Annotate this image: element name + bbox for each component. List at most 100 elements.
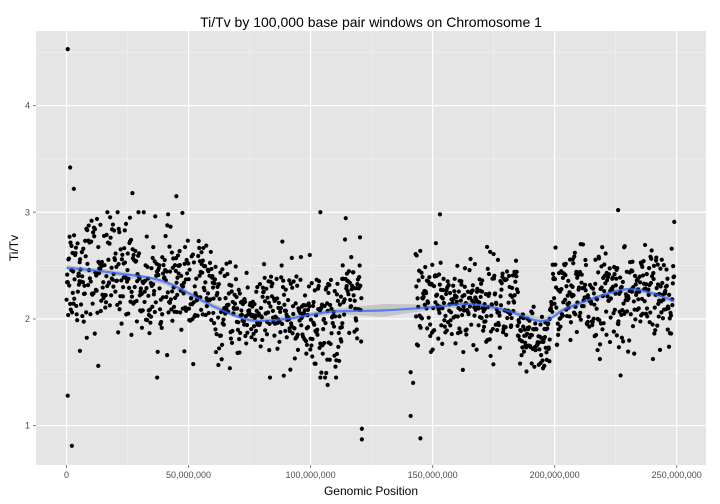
data-point (88, 279, 93, 284)
data-point (336, 330, 341, 336)
y-tick-label: 3 (25, 207, 30, 217)
data-point (656, 301, 661, 307)
data-point-outlier (359, 426, 364, 431)
data-point (184, 271, 190, 276)
data-point (266, 310, 271, 315)
data-point (156, 272, 161, 278)
data-point (121, 285, 126, 290)
data-point (466, 312, 471, 317)
data-point (65, 272, 70, 277)
data-point (211, 310, 216, 316)
data-point (654, 255, 659, 260)
data-point (433, 241, 438, 246)
data-point (671, 264, 676, 269)
data-point (78, 302, 84, 307)
data-point (532, 364, 537, 369)
data-point (552, 277, 557, 282)
data-point (423, 264, 428, 270)
data-point (613, 283, 618, 288)
data-point (67, 234, 72, 239)
y-tick-label: 4 (25, 101, 30, 111)
data-point (642, 242, 648, 248)
data-point (153, 300, 158, 305)
data-point (579, 280, 584, 285)
data-point (641, 259, 646, 264)
data-point (573, 312, 578, 317)
data-point (73, 245, 79, 250)
data-point (346, 292, 351, 297)
data-point (534, 327, 539, 332)
data-point (96, 244, 101, 250)
data-point (468, 256, 473, 262)
data-point (489, 313, 494, 318)
data-point (545, 326, 550, 331)
y-tick-label: 2 (25, 314, 30, 324)
data-point (199, 307, 204, 312)
data-point (616, 345, 622, 350)
data-point (304, 351, 309, 356)
data-point (218, 333, 223, 338)
data-point (103, 305, 108, 310)
data-point (644, 282, 649, 287)
data-point (456, 289, 461, 294)
data-point (109, 265, 114, 270)
data-point (252, 302, 257, 307)
data-point (645, 314, 650, 319)
data-point (496, 322, 501, 328)
data-point (484, 314, 489, 319)
data-point (306, 284, 312, 289)
data-point (82, 283, 87, 288)
data-point (571, 293, 576, 298)
data-point (116, 226, 121, 231)
data-point (602, 262, 607, 267)
data-point (209, 317, 214, 323)
data-point (174, 309, 179, 315)
data-point (83, 254, 88, 259)
data-point (307, 304, 312, 309)
data-point (282, 302, 287, 307)
data-point (647, 266, 652, 271)
data-point (638, 280, 643, 285)
data-point (206, 269, 211, 274)
data-point-outlier (71, 186, 76, 191)
data-point (139, 325, 145, 330)
data-point (302, 308, 307, 313)
data-point (644, 271, 649, 277)
data-point (276, 300, 281, 306)
data-point (551, 296, 557, 301)
data-point (157, 307, 163, 312)
data-point (479, 281, 484, 286)
data-point (420, 274, 425, 280)
data-point (213, 327, 218, 332)
data-point (127, 215, 133, 220)
data-point (175, 292, 180, 297)
data-point (267, 321, 272, 327)
data-point (602, 288, 607, 294)
data-point (270, 281, 275, 286)
data-point (614, 276, 619, 281)
data-point (487, 291, 492, 296)
data-point (206, 310, 211, 316)
data-point (618, 275, 623, 280)
data-point (530, 311, 535, 316)
data-point (414, 284, 419, 289)
data-point (480, 278, 485, 283)
data-point (666, 344, 672, 349)
data-point (315, 327, 320, 332)
data-point (217, 346, 222, 351)
data-point (211, 321, 217, 326)
data-point (278, 329, 283, 335)
data-point (95, 310, 100, 315)
data-point-outlier (65, 393, 70, 398)
data-point (68, 240, 73, 245)
data-point (145, 264, 150, 269)
data-point (563, 273, 568, 278)
data-point (237, 350, 242, 355)
data-point (586, 314, 591, 319)
data-point (624, 309, 630, 314)
data-point (75, 289, 80, 294)
data-point (591, 291, 596, 296)
data-point (283, 308, 289, 313)
data-point (247, 308, 252, 313)
data-point (253, 328, 259, 334)
